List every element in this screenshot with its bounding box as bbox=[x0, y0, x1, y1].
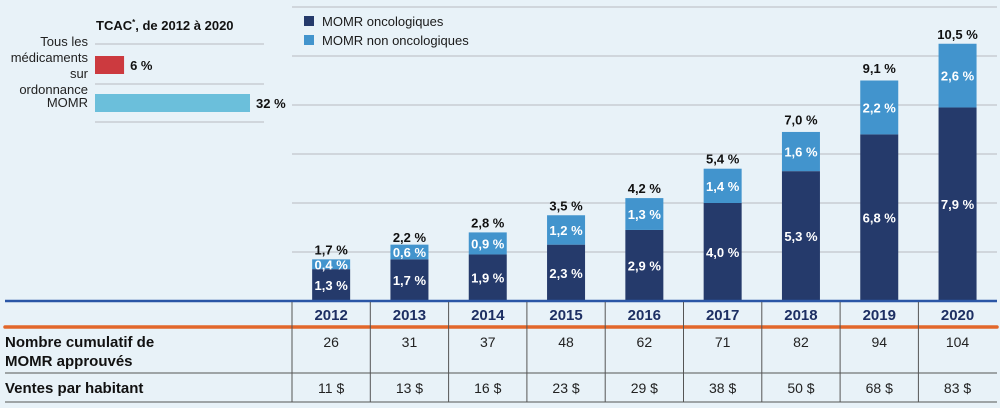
cagr-value: 6 % bbox=[130, 58, 153, 73]
segment-label: 0,4 % bbox=[315, 257, 349, 272]
cagr-category-label: ordonnance bbox=[19, 82, 88, 97]
segment-label: 4,0 % bbox=[706, 245, 740, 260]
cagr-value: 32 % bbox=[256, 96, 286, 111]
table-cell: 82 bbox=[793, 334, 809, 350]
year-label: 2013 bbox=[393, 307, 426, 324]
total-label: 1,7 % bbox=[315, 242, 349, 257]
year-label: 2018 bbox=[784, 307, 817, 324]
segment-label: 1,3 % bbox=[315, 278, 349, 293]
year-label: 2015 bbox=[549, 307, 582, 324]
segment-label: 1,7 % bbox=[393, 273, 427, 288]
total-label: 10,5 % bbox=[937, 27, 978, 42]
table-cell: 23 $ bbox=[552, 380, 579, 396]
segment-label: 1,6 % bbox=[784, 145, 818, 160]
bar-segment-oncology bbox=[625, 229, 664, 301]
table-cell: 16 $ bbox=[474, 380, 501, 396]
segment-label: 2,9 % bbox=[628, 258, 662, 273]
table-cell: 83 $ bbox=[944, 380, 971, 396]
segment-label: 6,8 % bbox=[863, 211, 897, 226]
row-header: Ventes par habitant bbox=[5, 380, 143, 397]
total-label: 3,5 % bbox=[549, 198, 583, 213]
table-cell: 94 bbox=[871, 334, 887, 350]
table-cell: 29 $ bbox=[631, 380, 658, 396]
bar-segment-oncology bbox=[547, 244, 586, 301]
total-label: 2,8 % bbox=[471, 215, 505, 230]
bar-segment-non-oncology bbox=[390, 244, 429, 260]
cagr-category-label: MOMR bbox=[47, 95, 88, 110]
bar-segment-non-oncology bbox=[468, 232, 507, 255]
bar-segment-non-oncology bbox=[860, 80, 899, 135]
legend-label: MOMR oncologiques bbox=[322, 14, 444, 29]
row-header: MOMR approuvés bbox=[5, 353, 133, 370]
segment-label: 0,6 % bbox=[393, 245, 427, 260]
bar-segment-oncology bbox=[781, 171, 820, 301]
cagr-bar bbox=[95, 56, 125, 74]
table-cell: 13 $ bbox=[396, 380, 423, 396]
bar-segment-non-oncology bbox=[938, 43, 977, 108]
bar-segment-oncology bbox=[312, 269, 351, 301]
cagr-category-label: sur bbox=[70, 66, 89, 81]
table-cell: 50 $ bbox=[787, 380, 814, 396]
segment-label: 2,6 % bbox=[941, 69, 975, 84]
cagr-category-label: médicaments bbox=[11, 50, 89, 65]
segment-label: 5,3 % bbox=[784, 229, 818, 244]
year-label: 2012 bbox=[314, 307, 347, 324]
cagr-bar bbox=[95, 94, 250, 112]
bar-segment-oncology bbox=[703, 203, 742, 301]
bar-segment-oncology bbox=[390, 259, 429, 301]
bar-segment-non-oncology bbox=[625, 198, 664, 230]
row-header: Nombre cumulatif de bbox=[5, 334, 154, 351]
table-cell: 38 $ bbox=[709, 380, 736, 396]
total-label: 5,4 % bbox=[706, 152, 740, 167]
bar-segment-non-oncology bbox=[703, 168, 742, 203]
table-cell: 71 bbox=[715, 334, 731, 350]
table-cell: 11 $ bbox=[318, 380, 344, 396]
legend-label: MOMR non oncologiques bbox=[322, 33, 469, 48]
table-cell: 37 bbox=[480, 334, 496, 350]
segment-label: 2,2 % bbox=[863, 100, 897, 115]
segment-label: 2,3 % bbox=[549, 266, 583, 281]
bar-segment-oncology bbox=[468, 254, 507, 301]
bar-segment-non-oncology bbox=[781, 131, 820, 172]
bar-segment-oncology bbox=[938, 107, 977, 301]
year-label: 2017 bbox=[706, 307, 739, 324]
segment-label: 0,9 % bbox=[471, 236, 505, 251]
bars: 1,3 %0,4 %1,7 %1,7 %0,6 %2,2 %1,9 %0,9 %… bbox=[312, 27, 978, 301]
year-label: 2019 bbox=[863, 307, 896, 324]
table-cell: 26 bbox=[323, 334, 339, 350]
total-label: 7,0 % bbox=[784, 113, 818, 128]
cagr-title: TCAC*, de 2012 à 2020 bbox=[96, 18, 234, 33]
footnote-asterisk: * bbox=[132, 18, 136, 27]
table-cell: 104 bbox=[946, 334, 970, 350]
legend-swatch bbox=[304, 35, 314, 45]
table-cell: 68 $ bbox=[866, 380, 893, 396]
cagr-category-label: Tous les bbox=[40, 34, 88, 49]
table-cell: 31 bbox=[402, 334, 418, 350]
table-cell: 62 bbox=[637, 334, 653, 350]
bar-segment-non-oncology bbox=[547, 215, 586, 245]
table-cell: 48 bbox=[558, 334, 574, 350]
data-table: 2012 2013 2014 2015 2016 2017 2018 2019 2020 Nomb… bbox=[3, 299, 999, 403]
legend-swatch bbox=[304, 16, 314, 26]
segment-label: 1,3 % bbox=[628, 207, 662, 222]
legend: MOMR oncologiques MOMR non oncologiques bbox=[304, 14, 469, 48]
segment-label: 7,9 % bbox=[941, 197, 975, 212]
total-label: 9,1 % bbox=[863, 61, 897, 76]
year-label: 2020 bbox=[941, 307, 974, 324]
segment-label: 1,4 % bbox=[706, 179, 740, 194]
bar-segment-non-oncology bbox=[312, 259, 351, 270]
segment-label: 1,2 % bbox=[549, 223, 583, 238]
bar-segment-oncology bbox=[860, 134, 899, 301]
total-label: 4,2 % bbox=[628, 181, 662, 196]
year-label: 2014 bbox=[471, 307, 505, 324]
segment-label: 1,9 % bbox=[471, 271, 505, 286]
year-label: 2016 bbox=[628, 307, 661, 324]
cagr-panel: TCAC*, de 2012 à 2020 Tous lesmédicaments… bbox=[11, 18, 286, 123]
total-label: 2,2 % bbox=[393, 230, 427, 245]
